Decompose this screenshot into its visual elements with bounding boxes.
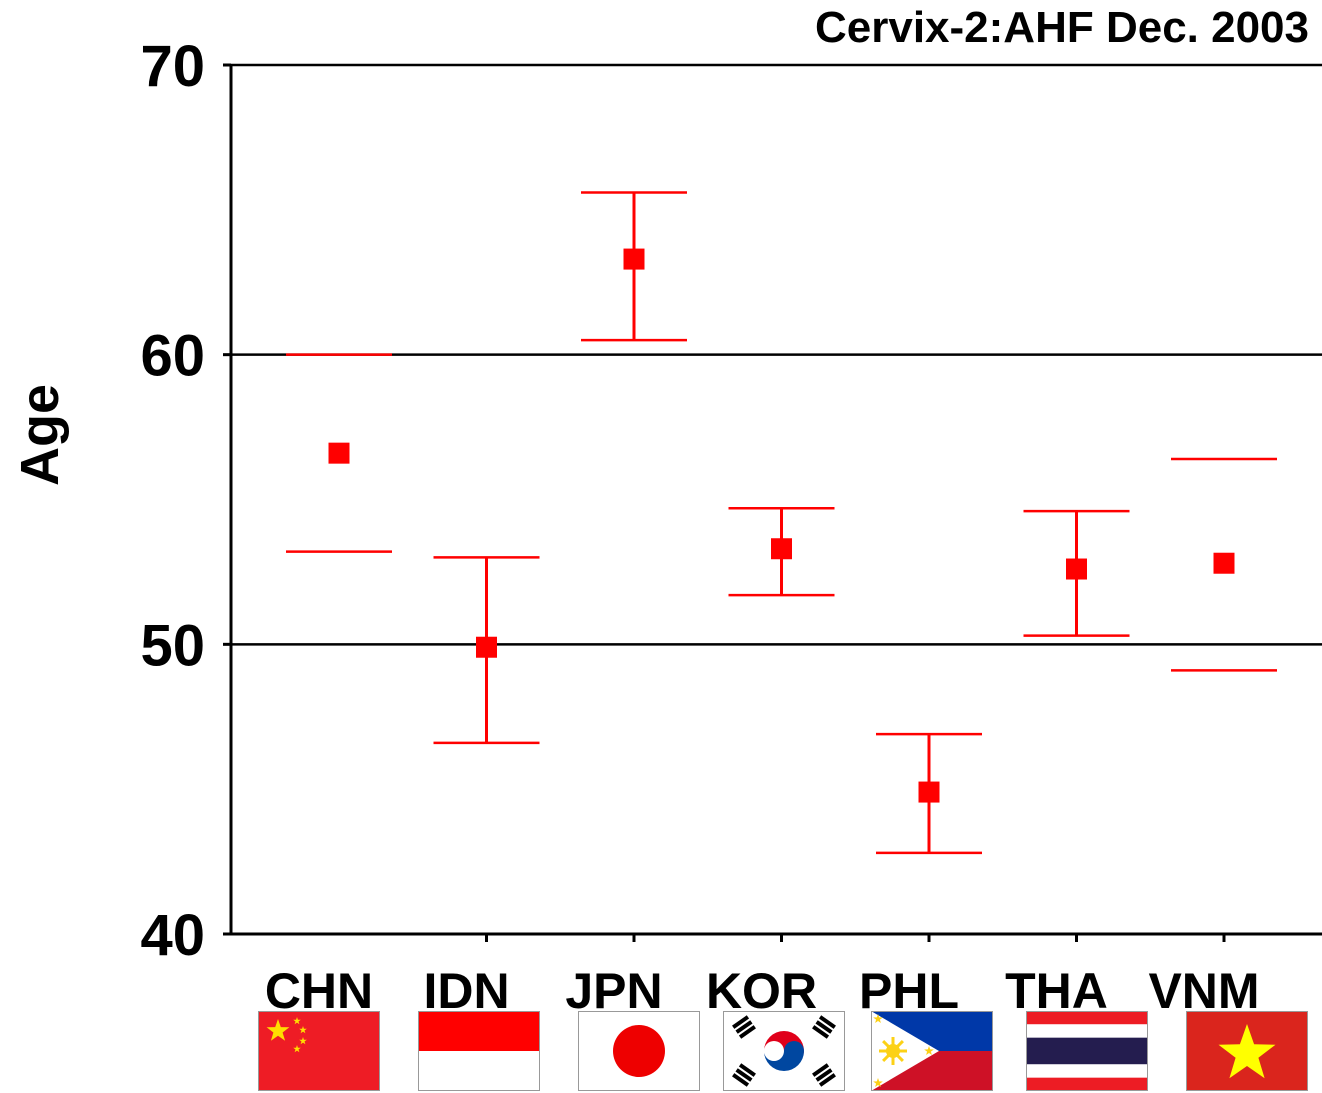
thailand-flag-white-top [1026,1024,1148,1038]
korea-flag-trigram-bar-2 [812,1025,830,1039]
korea-flag-trigram-bar-1 [735,1020,753,1034]
x-tick-label-idn: IDN [423,963,509,1019]
x-tick-label-jpn: JPN [565,963,662,1019]
korea-flag-trigram-2 [732,1063,756,1087]
y-tick-label-60: 60 [140,324,205,389]
thailand-flag-red-bottom [1026,1077,1148,1091]
data-point-phl [918,781,940,803]
china-flag [258,1011,380,1091]
data-point-idn [476,636,497,658]
korea-flag-trigram-bar-2 [818,1073,836,1087]
x-tick-label-chn: CHN [265,963,373,1019]
philippines-flag-sun [886,1044,900,1058]
vietnam-flag-border [1186,1011,1308,1091]
indonesia-flag-border [418,1011,540,1091]
korea-flag-trigram-bar-2 [738,1025,756,1039]
japan-flag-border [578,1011,700,1091]
indonesia-flag-red [418,1011,540,1051]
error-bar-chn [286,353,392,553]
thailand-flag [1026,1011,1148,1091]
x-tick-label-kor: KOR [706,963,817,1019]
error-bar-vnm [1171,457,1277,672]
indonesia-flag [418,1011,540,1091]
data-point-jpn [623,248,645,270]
y-tick-label-40: 40 [140,903,205,968]
korea-flag-trigram-bar-0 [818,1015,836,1029]
vietnam-flag [1186,1011,1308,1091]
axes [223,63,1322,942]
data-point-chn [328,442,350,464]
china-flag-small-star-2 [299,1037,307,1045]
korea-flag-trigram-bar-0 [738,1063,756,1077]
country-flags [258,1011,1308,1091]
china-flag-border [258,1011,380,1091]
grid-lines [231,63,1322,646]
korea-flag-trigram-bar-0 [732,1015,750,1029]
korea-flag-trigram-0 [732,1015,756,1039]
x-tick-label-tha: THA [1005,963,1108,1019]
philippines-flag [871,1011,993,1091]
korea-flag-trigram-bar-1 [815,1020,833,1034]
x-tick-labels: CHN IDN JPN KOR PHL THA VNM [265,963,1260,1019]
thailand-flag-blue [1026,1037,1148,1065]
china-flag-small-star-3 [293,1045,301,1053]
korea-flag-border [723,1011,845,1091]
x-tick-label-vnm: VNM [1148,963,1259,1019]
japan-flag-sun [613,1025,665,1077]
y-tick-label-50: 50 [140,613,205,678]
y-axis-label: Age [10,384,70,486]
korea-flag-trigram-1 [812,1015,836,1039]
japan-flag [578,1011,700,1091]
data-points [328,248,1235,803]
thailand-flag-red-top [1026,1011,1148,1025]
data-point-vnm [1213,552,1235,574]
error-bars [286,191,1277,855]
korea-flag-trigram-bar-1 [735,1068,753,1082]
china-flag-small-star-1 [299,1026,307,1034]
korea-flag-trigram-bar-1 [815,1068,833,1082]
x-tick-label-phl: PHL [859,963,959,1019]
korea-flag-trigram-bar-0 [812,1063,830,1077]
korea-flag-trigram-bar-2 [732,1073,750,1087]
thailand-flag-border [1026,1011,1148,1091]
chart-title: Cervix-2:AHF Dec. 2003 [815,3,1309,52]
china-flag-field [258,1011,380,1091]
korea-flag-trigram-3 [812,1063,836,1087]
philippines-flag-border [871,1011,993,1091]
philippines-flag-star-right [924,1046,934,1055]
philippines-flag-star-top [873,1014,883,1023]
data-point-tha [1066,558,1087,580]
korea-flag [723,1011,845,1091]
thailand-flag-white-bottom [1026,1064,1148,1078]
data-point-kor [771,538,792,560]
china-flag-small-star-0 [293,1017,301,1025]
philippines-flag-star-bottom [873,1078,883,1087]
y-tick-labels: 40 50 60 70 [140,34,205,968]
korea-flag-taeguk-blue [764,1041,804,1071]
china-flag-big-star [266,1019,290,1041]
y-tick-label-70: 70 [140,34,205,99]
vietnam-flag-star [1218,1024,1276,1079]
